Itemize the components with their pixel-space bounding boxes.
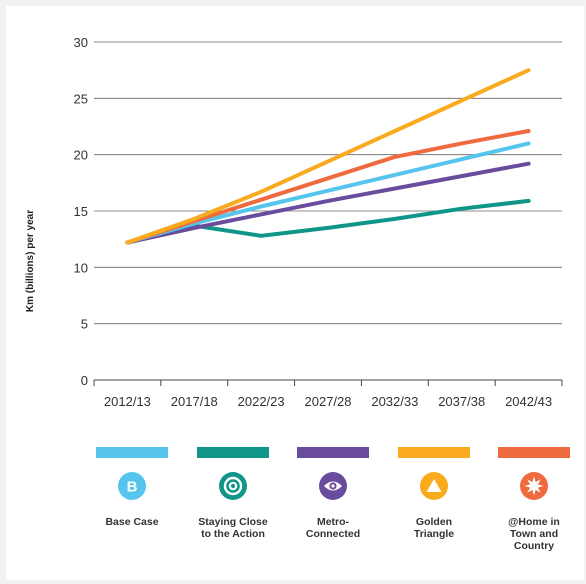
legend-swatch <box>297 447 369 458</box>
x-tick-label: 2042/43 <box>505 394 552 409</box>
x-tick-label: 2012/13 <box>104 394 151 409</box>
legend-label: Metro- Connected <box>305 516 361 540</box>
y-tick-label: 25 <box>74 91 88 106</box>
legend-swatch <box>197 447 269 458</box>
series-line <box>125 129 531 245</box>
legend-swatch <box>96 447 168 458</box>
legend-swatch <box>498 447 570 458</box>
letter-b-icon: B <box>118 472 146 500</box>
legend-label: Staying Close to the Action <box>198 516 268 540</box>
y-tick-label: 5 <box>81 317 88 332</box>
y-tick-label: 15 <box>74 204 88 219</box>
x-axis: 2012/13 2017/18 2022/23 2027/28 2032/33 2037/… <box>93 379 563 409</box>
series-line <box>125 198 531 245</box>
y-tick-label: 30 <box>74 35 88 50</box>
svg-text:B: B <box>127 479 138 496</box>
y-tick-label: 10 <box>74 260 88 275</box>
y-axis-ticks: 0 5 10 15 20 25 30 <box>74 35 88 388</box>
series-lines <box>125 68 531 245</box>
eye-icon <box>319 472 347 500</box>
line-chart: 0 5 10 15 20 25 30 2012/13 2017/18 2022/23 2027/2… <box>25 35 563 409</box>
x-tick-label: 2027/28 <box>305 394 352 409</box>
x-tick-label: 2032/33 <box>371 394 418 409</box>
x-tick-label: 2017/18 <box>171 394 218 409</box>
x-tick-label: 2037/38 <box>438 394 485 409</box>
legend-label: @Home in Town and Country <box>508 516 560 552</box>
series-line <box>125 161 531 245</box>
chart-panel: 0 5 10 15 20 25 30 2012/13 2017/18 2022/23 2027/2… <box>6 6 584 580</box>
starburst-icon <box>520 472 548 500</box>
triangle-icon <box>420 472 448 500</box>
legend-swatch <box>398 447 470 458</box>
series-line <box>125 141 531 245</box>
gridlines <box>94 41 562 325</box>
series-line <box>125 68 531 245</box>
target-rings-icon <box>219 472 247 500</box>
y-tick-label: 20 <box>74 148 88 163</box>
legend-label: Base Case <box>105 516 159 528</box>
x-tick-label: 2022/23 <box>238 394 285 409</box>
legend-label: Golden Triangle <box>413 516 455 540</box>
y-tick-label: 0 <box>81 373 88 388</box>
y-axis-label: Km (billions) per year <box>25 210 36 312</box>
